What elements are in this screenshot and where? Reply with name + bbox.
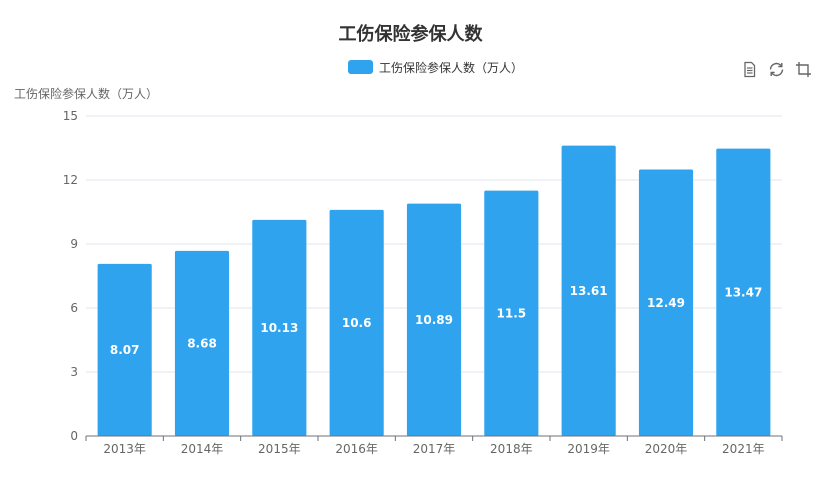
data-view-icon[interactable]: [740, 60, 759, 79]
y-tick-label: 0: [70, 429, 78, 443]
legend-item[interactable]: 工伤保险参保人数（万人）: [348, 59, 523, 75]
x-tick-label: 2015年: [258, 442, 301, 456]
y-axis-label: 工伤保险参保人数（万人）: [14, 86, 158, 101]
x-tick-label: 2021年: [722, 442, 765, 456]
bar[interactable]: [716, 148, 771, 436]
bar-value-label: 8.68: [187, 336, 217, 350]
legend-label: 工伤保险参保人数（万人）: [379, 60, 524, 75]
bar-value-label: 8.07: [110, 343, 140, 357]
y-tick-label: 6: [70, 301, 78, 315]
y-tick-label: 3: [70, 365, 78, 379]
y-tick-label: 15: [63, 109, 78, 123]
bar[interactable]: [174, 250, 230, 436]
bar-value-label: 10.6: [342, 316, 372, 330]
bar[interactable]: [252, 219, 307, 436]
bar[interactable]: [406, 203, 462, 436]
bar[interactable]: [97, 263, 152, 436]
x-tick-label: 2013年: [103, 442, 146, 456]
x-tick-label: 2016年: [335, 442, 378, 456]
bar-value-label: 10.89: [415, 313, 453, 327]
bar-value-label: 11.5: [497, 306, 527, 320]
x-tick-label: 2014年: [181, 442, 224, 456]
legend-swatch: [348, 60, 373, 74]
save-image-icon[interactable]: [794, 60, 813, 79]
chart-title: 工伤保险参保人数: [338, 24, 483, 45]
bar-value-label: 12.49: [647, 296, 685, 310]
x-tick-label: 2018年: [490, 442, 533, 456]
restore-icon[interactable]: [767, 60, 786, 79]
bar[interactable]: [329, 209, 384, 436]
bar[interactable]: [561, 145, 616, 437]
bar[interactable]: [484, 190, 539, 436]
bar-value-label: 13.61: [570, 284, 608, 298]
y-tick-label: 12: [63, 173, 78, 187]
toolbox: [740, 60, 813, 79]
x-tick-label: 2017年: [413, 442, 456, 456]
bar-value-label: 13.47: [724, 285, 762, 299]
bar-value-label: 10.13: [260, 321, 298, 335]
x-tick-label: 2020年: [645, 442, 688, 456]
y-tick-label: 9: [70, 237, 78, 251]
x-tick-label: 2019年: [567, 442, 610, 456]
bar[interactable]: [638, 169, 694, 436]
